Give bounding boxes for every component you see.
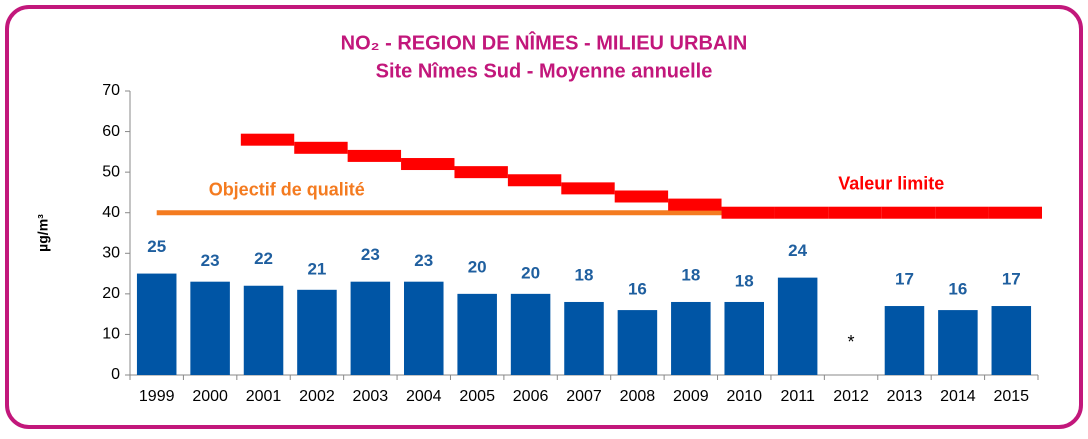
line-label: Objectif de qualité: [209, 179, 365, 199]
x-tick-label: 2007: [566, 388, 602, 405]
value-label: 17: [1002, 270, 1021, 289]
x-tick-label: 2008: [620, 388, 656, 405]
value-label: 23: [201, 251, 220, 270]
y-tick-label: 50: [102, 163, 120, 180]
x-tick-label: 2003: [353, 388, 389, 405]
x-tick-label: 2012: [833, 388, 869, 405]
value-label: 17: [895, 270, 914, 289]
limit-step: [240, 133, 295, 146]
bar: [136, 273, 177, 375]
value-label: 18: [681, 265, 700, 284]
chart-title: NO₂ - REGION DE NÎMES - MILIEU URBAIN: [341, 30, 748, 54]
bar: [510, 293, 551, 375]
limit-step: [561, 182, 615, 195]
limit-step: [294, 141, 348, 154]
limit-step: [828, 206, 882, 219]
x-tick-label: 2009: [673, 388, 709, 405]
x-tick-label: 2002: [299, 388, 335, 405]
bar: [991, 306, 1032, 375]
x-tick-label: 2011: [780, 388, 815, 405]
x-tick-label: 2006: [513, 388, 549, 405]
limit-step: [347, 149, 402, 162]
x-tick-label: 2001: [246, 388, 282, 405]
bar: [564, 301, 604, 375]
y-tick-label: 30: [102, 245, 120, 262]
value-label: 23: [361, 245, 380, 264]
value-label: 18: [735, 271, 754, 290]
limit-step: [507, 174, 562, 187]
value-label: 20: [468, 257, 487, 276]
y-axis-label: µg/m³: [35, 214, 51, 252]
bar: [190, 281, 230, 375]
value-label: 22: [254, 249, 273, 268]
value-label: 18: [575, 265, 594, 284]
x-tick-label: 2004: [406, 388, 442, 405]
bar: [724, 301, 764, 375]
bar: [884, 306, 925, 375]
limit-step: [668, 198, 722, 211]
bar: [350, 281, 391, 375]
limit-step: [774, 206, 829, 219]
bar: [777, 277, 818, 375]
bar: [671, 301, 711, 375]
bar: [457, 293, 497, 375]
bar: [404, 281, 444, 375]
value-label: 16: [628, 280, 647, 299]
line-label: Valeur limite: [838, 173, 944, 193]
limit-step: [935, 206, 989, 219]
limit-step: [721, 206, 775, 219]
value-label: 23: [414, 251, 433, 270]
y-tick-label: 10: [102, 326, 120, 343]
x-tick-label: 2013: [887, 388, 923, 405]
limit-step: [881, 206, 936, 219]
limit-step: [401, 158, 455, 171]
annotation: *: [848, 332, 855, 352]
limit-step: [988, 206, 1042, 219]
y-tick-label: 20: [102, 285, 120, 302]
value-label: 24: [788, 241, 807, 260]
bar: [617, 310, 658, 375]
limit-step: [454, 166, 508, 179]
x-tick-label: 1999: [139, 388, 175, 405]
value-label: 20: [521, 263, 540, 282]
x-tick-label: 2010: [726, 388, 762, 405]
value-label: 16: [948, 280, 967, 299]
y-tick-label: 70: [102, 82, 120, 99]
y-tick-label: 0: [111, 366, 120, 383]
x-tick-label: 2000: [192, 388, 228, 405]
bar: [243, 285, 284, 375]
x-tick-label: 2015: [993, 388, 1029, 405]
limit-step: [614, 190, 669, 203]
x-tick-label: 2005: [459, 388, 495, 405]
value-label: 21: [307, 259, 326, 278]
x-tick-label: 2014: [940, 388, 976, 405]
value-label: 25: [147, 237, 166, 256]
y-tick-label: 60: [102, 123, 120, 140]
y-tick-label: 40: [102, 204, 120, 221]
bar: [297, 289, 337, 375]
bar: [938, 310, 978, 375]
chart-subtitle: Site Nîmes Sud - Moyenne annuelle: [376, 60, 713, 82]
